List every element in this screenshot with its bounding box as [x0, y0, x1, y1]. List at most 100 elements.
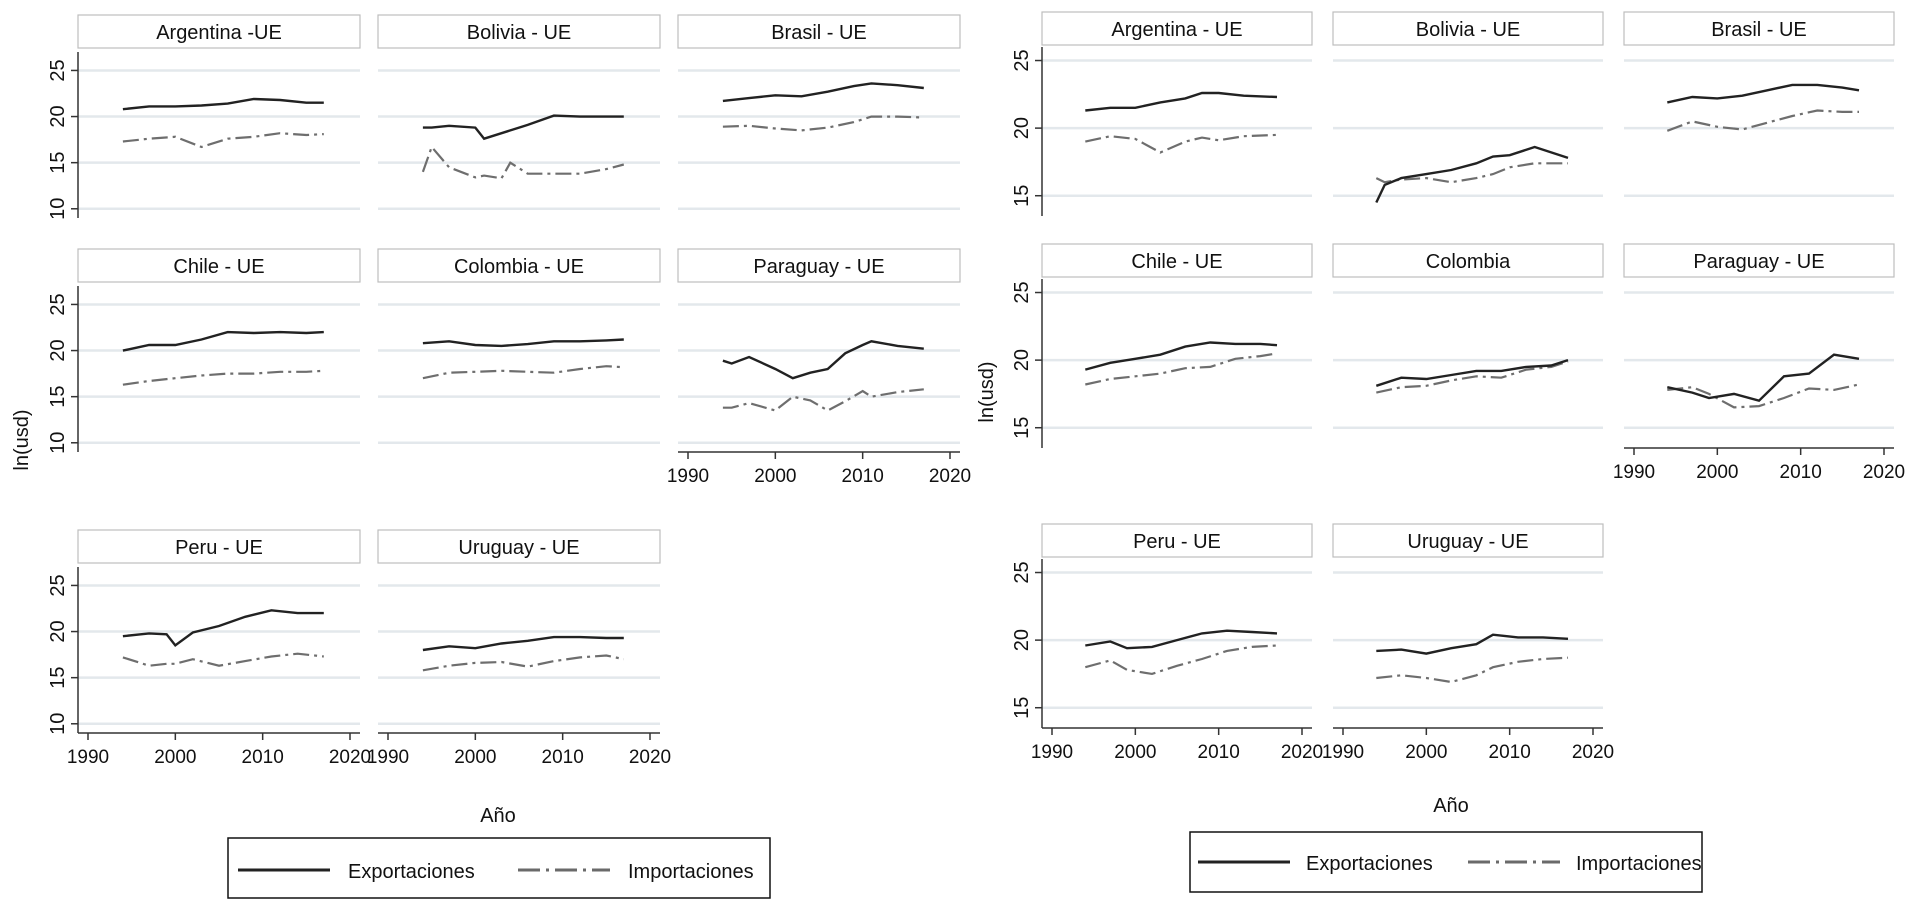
x-tick-label: 2010 [1198, 742, 1240, 763]
series-line-exportaciones [1085, 629, 1278, 650]
panel-title-strip [77, 248, 361, 283]
figure-right: Argentina - UE 15 20 25 Bolivia - UE Brasil -… [976, 11, 1905, 893]
panel-title-strip [77, 14, 361, 49]
legend-left: Exportaciones Importaciones [227, 837, 771, 899]
y-tick-label: 10 [47, 432, 69, 454]
panel-argentina-ue-1: Argentina - UE 15 20 25 [1011, 11, 1313, 216]
legend-label-exports-right: Exportaciones [1306, 853, 1433, 875]
panel-uruguay-ue-0: Uruguay - UE 1990 2000 2010 2020 [367, 529, 671, 768]
ylabel-right: ln(usd) [976, 361, 998, 422]
series-line-exportaciones [1375, 145, 1569, 204]
legend-label-imports-right: Importaciones [1576, 853, 1702, 875]
series-line-exportaciones [1375, 358, 1569, 387]
series-line-exportaciones [1085, 91, 1278, 112]
panel-title: Brasil - UE [1711, 19, 1807, 41]
series-line-exportaciones [122, 609, 324, 648]
panel-title: Brasil - UE [771, 22, 867, 44]
xlabel-left: Año [480, 805, 516, 827]
series-line-importaciones [421, 144, 625, 180]
y-tick-label: 15 [47, 386, 69, 408]
figure-left: Argentina -UE 10 15 20 25 Bolivia - UE Brasil … [11, 14, 971, 899]
xlabel-right: Año [1433, 795, 1469, 817]
x-tick-label: 2000 [1405, 742, 1447, 763]
panel-title: Colombia - UE [454, 256, 584, 278]
x-tick-label: 2020 [1281, 742, 1323, 763]
series-line-importaciones [422, 654, 625, 672]
legend-box-right [1189, 831, 1703, 893]
y-tick-label: 25 [47, 59, 69, 81]
panel-title-strip [1623, 11, 1895, 46]
panel-title: Chile - UE [173, 256, 264, 278]
panel-title: Argentina - UE [1111, 19, 1242, 41]
series-line-importaciones [1085, 133, 1278, 154]
series-line-importaciones [122, 369, 324, 386]
series-line-exportaciones [1667, 353, 1860, 403]
panel-title: Uruguay - UE [1407, 531, 1528, 553]
x-tick-label: 2010 [242, 747, 284, 768]
x-tick-label: 2020 [329, 747, 371, 768]
y-tick-label: 20 [47, 620, 69, 642]
panel-title-strip [377, 529, 661, 564]
x-tick-label: 2000 [154, 747, 196, 768]
x-tick-label: 2000 [754, 466, 796, 487]
series-line-importaciones [1375, 162, 1568, 184]
series-line-importaciones [722, 388, 924, 412]
y-tick-label: 25 [1011, 49, 1033, 71]
panel-argentina-ue-0: Argentina -UE 10 15 20 25 [47, 14, 361, 220]
panel-title: Chile - UE [1131, 251, 1222, 273]
y-tick-label: 25 [1011, 281, 1033, 303]
y-tick-label: 20 [1011, 117, 1033, 139]
series-line-exportaciones [422, 338, 624, 348]
x-tick-label: 1990 [1613, 462, 1655, 483]
series-line-importaciones [1376, 360, 1569, 394]
x-tick-label: 1990 [1322, 742, 1364, 763]
y-tick-label: 10 [47, 713, 69, 735]
y-tick-label: 20 [47, 105, 69, 127]
x-tick-label: 2010 [1780, 462, 1822, 483]
legend-label-exports-left: Exportaciones [348, 861, 475, 883]
panel-title: Argentina -UE [156, 22, 282, 44]
panel-brasil-ue-0: Brasil - UE [677, 14, 961, 211]
x-tick-label: 2010 [542, 747, 584, 768]
y-tick-label: 25 [1011, 561, 1033, 583]
series-line-importaciones [722, 115, 924, 132]
panel-title-strip [677, 14, 961, 49]
panel-colombia-ue-0: Colombia - UE [377, 248, 661, 445]
panel-title-strip [1332, 11, 1604, 46]
panel-title: Uruguay - UE [458, 537, 579, 559]
x-tick-label: 2000 [1696, 462, 1738, 483]
series-line-exportaciones [122, 97, 324, 111]
x-tick-label: 1990 [367, 747, 409, 768]
x-tick-label: 1990 [667, 466, 709, 487]
series-line-exportaciones [422, 114, 624, 141]
series-line-exportaciones [122, 330, 324, 352]
series-line-exportaciones [722, 82, 924, 103]
x-tick-label: 2000 [454, 747, 496, 768]
x-tick-label: 2010 [1489, 742, 1531, 763]
y-tick-label: 15 [1011, 185, 1033, 207]
legend-label-imports-left: Importaciones [628, 861, 754, 883]
y-tick-label: 20 [47, 339, 69, 361]
panel-title-strip [1332, 523, 1604, 558]
y-tick-label: 15 [47, 667, 69, 689]
legend-right: Exportaciones Importaciones [1189, 831, 1703, 893]
panel-title-strip [77, 529, 361, 564]
x-tick-label: 2000 [1114, 742, 1156, 763]
series-line-exportaciones [1667, 83, 1860, 104]
y-tick-label: 15 [1011, 697, 1033, 719]
panel-title: Peru - UE [1133, 531, 1221, 553]
x-tick-label: 2020 [629, 747, 671, 768]
x-tick-label: 2010 [842, 466, 884, 487]
series-line-exportaciones [722, 340, 924, 380]
panels-right: Argentina - UE 15 20 25 Bolivia - UE Brasil -… [1011, 11, 1905, 763]
x-tick-label: 1990 [1031, 742, 1073, 763]
panel-peru-ue-0: Peru - UE 10 15 20 25 1990 2000 2010 2020 [47, 529, 371, 768]
ylabel-left: ln(usd) [11, 409, 33, 470]
panel-title-strip [377, 14, 661, 49]
series-line-importaciones [1376, 656, 1569, 684]
panel-title-strip [1041, 11, 1313, 46]
panel-paraguay-ue-1: Paraguay - UE 1990 2000 2010 2020 [1613, 243, 1905, 483]
series-line-importaciones [1085, 352, 1278, 386]
panel-title: Paraguay - UE [753, 256, 884, 278]
